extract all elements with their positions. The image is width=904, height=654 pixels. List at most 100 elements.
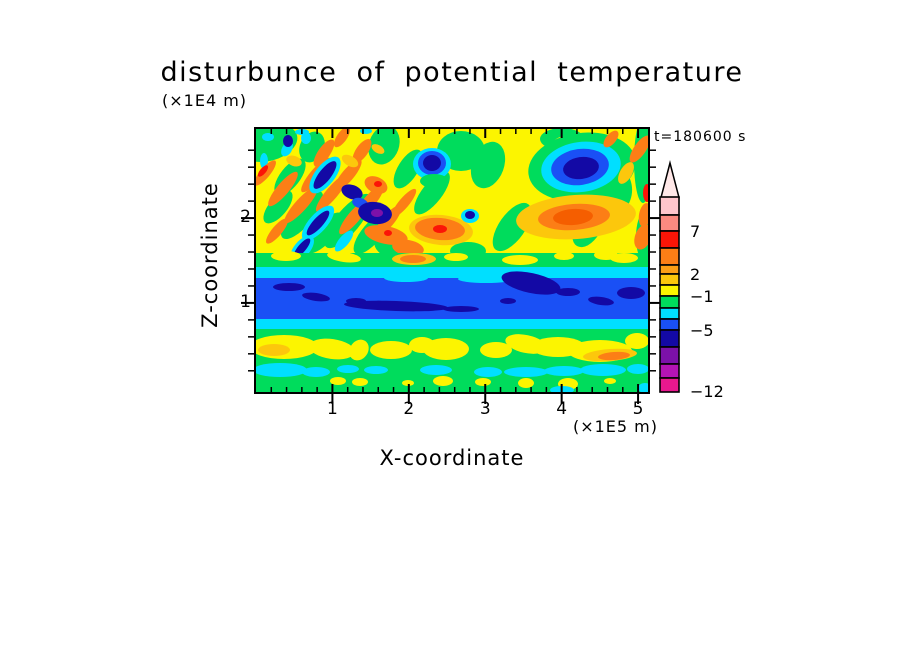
field-blob: [283, 135, 293, 147]
field-blob: [371, 144, 385, 154]
field-blob: [618, 162, 634, 184]
field-blob: [370, 341, 412, 359]
contour-field: [256, 129, 648, 392]
field-blob: [306, 210, 330, 236]
field-blob: [610, 253, 638, 263]
field-blob: [643, 184, 648, 202]
z-tick-label: 1: [240, 291, 251, 312]
field-blob: [258, 344, 290, 356]
field-blob: [313, 139, 335, 167]
field-blob: [588, 296, 614, 306]
field-blob: [263, 190, 293, 224]
field-blob: [470, 141, 506, 189]
field-blob: [475, 378, 491, 386]
field-blob: [500, 298, 516, 304]
field-blob: [518, 378, 534, 388]
field-blob: [302, 367, 330, 377]
field-blob: [384, 274, 428, 282]
field-blob: [334, 230, 354, 252]
field-blob: [330, 377, 346, 385]
field-blob: [374, 181, 382, 187]
colorbar-segment: [659, 196, 680, 216]
field-blob: [309, 338, 355, 360]
field-blob: [333, 129, 351, 148]
colorbar-segment: [659, 214, 680, 232]
field-blob: [295, 129, 309, 135]
colorbar-segment: [659, 295, 680, 309]
field-blob: [271, 251, 301, 261]
field-blob: [465, 211, 475, 219]
field-blob: [268, 171, 298, 207]
field-blob: [280, 190, 324, 240]
field-blob: [420, 174, 448, 188]
field-blob: [349, 339, 369, 361]
field-blob: [337, 365, 359, 373]
colorbar-segment: [659, 273, 680, 286]
colorbar-segment: [659, 307, 680, 320]
field-blob: [302, 292, 330, 302]
field-blob: [604, 378, 616, 384]
field-blob: [262, 133, 274, 141]
field-blob: [638, 383, 648, 392]
time-annotation: t=180600 s: [654, 129, 747, 145]
field-blob: [327, 251, 361, 263]
field-region: [256, 319, 648, 331]
field-blob: [352, 378, 368, 386]
field-blob: [444, 253, 468, 261]
x-tick-label: 1: [326, 399, 338, 419]
x-tick-label: 3: [479, 399, 491, 419]
z-tick-label: 2: [240, 207, 251, 228]
field-blob: [443, 306, 479, 312]
field-blob: [634, 224, 648, 250]
field-blob: [474, 367, 502, 377]
field-blob: [433, 225, 447, 233]
field-blob: [341, 184, 363, 200]
field-blob: [625, 333, 648, 349]
field-region: [256, 267, 648, 280]
colorbar-tick-label: −1: [690, 287, 714, 306]
colorbar-tick-label: −5: [690, 321, 714, 340]
x-tick-label: 4: [556, 399, 568, 419]
field-blob: [384, 230, 392, 236]
field-blob: [501, 271, 561, 295]
field-blob: [368, 129, 400, 165]
colorbar-segment: [659, 264, 680, 275]
z-axis-label: Z-coordinate: [198, 182, 222, 328]
field-blob: [420, 365, 452, 375]
field-blob: [266, 218, 288, 244]
field-blob: [544, 366, 584, 376]
field-blob: [402, 380, 414, 386]
chart-title: disturbunce of potential temperature: [160, 57, 744, 88]
colorbar-arrow-tip: [660, 160, 680, 199]
field-blob: [284, 186, 318, 224]
x-axis-label: X-coordinate: [379, 446, 525, 470]
field-blob: [313, 161, 337, 189]
x-tick-label: 2: [403, 399, 415, 419]
field-blob: [346, 298, 366, 304]
field-blob: [423, 338, 469, 360]
plot-frame: [254, 127, 650, 394]
colorbar-segment: [659, 284, 680, 297]
field-blob: [400, 255, 426, 263]
colorbar-segment: [659, 346, 680, 365]
field-blob: [603, 130, 619, 148]
field-blob: [371, 209, 383, 217]
field-blob: [364, 366, 388, 374]
field-blob: [627, 364, 648, 374]
field-blob: [638, 203, 648, 227]
colorbar-segment: [659, 363, 680, 379]
field-blob: [293, 238, 311, 258]
field-blob: [554, 252, 574, 260]
colorbar-segment: [659, 230, 680, 249]
field-blob: [458, 275, 514, 283]
field-blob: [502, 255, 538, 265]
x-axis-unit-label: (×1E5 m): [572, 417, 658, 436]
field-blob: [392, 239, 424, 257]
field-blob: [480, 342, 512, 358]
field-blob: [553, 208, 593, 226]
field-blob: [598, 351, 630, 361]
colorbar-tick-label: 7: [690, 222, 701, 241]
field-blob: [286, 155, 302, 167]
field-blob: [301, 132, 311, 144]
